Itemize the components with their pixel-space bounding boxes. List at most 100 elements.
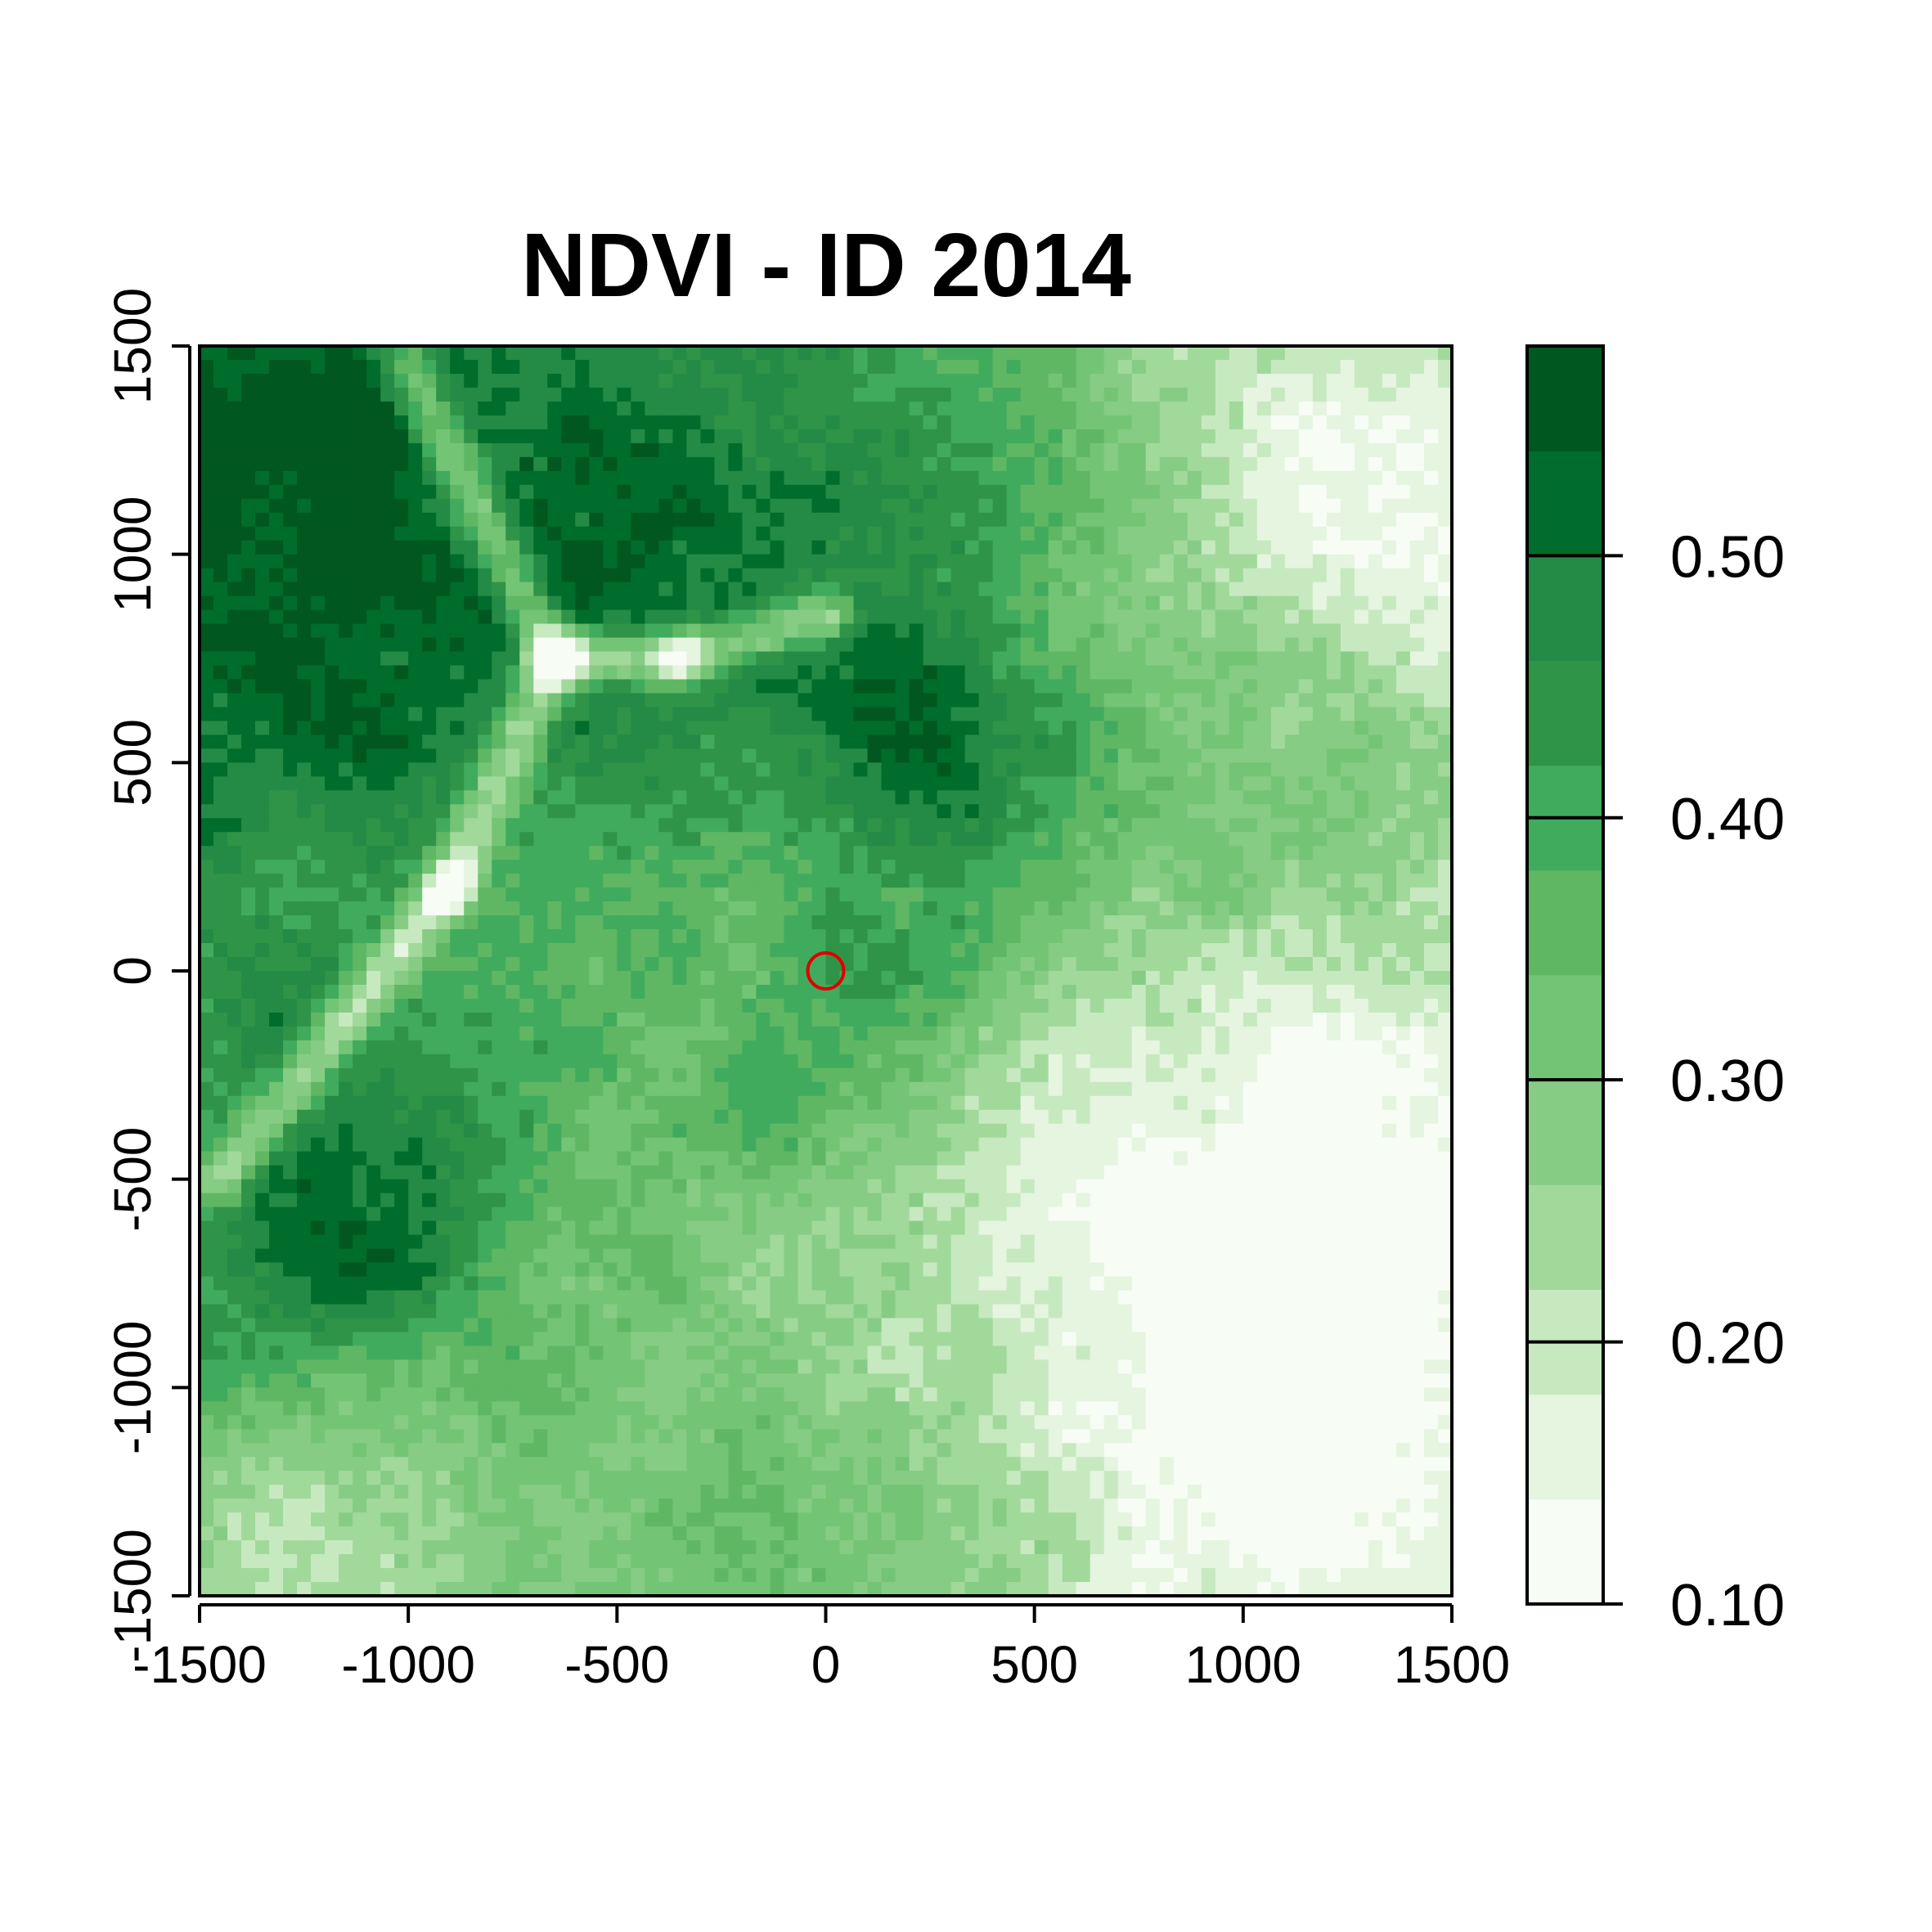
raster-cell [1423, 526, 1439, 541]
raster-cell [617, 665, 631, 681]
raster-cell [1117, 679, 1133, 694]
raster-cell [408, 915, 423, 930]
raster-cell [631, 346, 645, 361]
raster-cell [714, 554, 730, 569]
raster-cell [283, 679, 298, 694]
raster-cell [1298, 846, 1314, 860]
raster-cell [770, 679, 785, 694]
raster-cell [1034, 595, 1049, 611]
raster-cell [1159, 832, 1175, 847]
raster-cell [1229, 693, 1244, 708]
raster-cell [714, 401, 730, 416]
raster-cell [1201, 832, 1216, 847]
raster-cell [1062, 456, 1077, 472]
raster-cell [200, 401, 214, 416]
raster-cell [339, 346, 353, 361]
raster-cell [408, 623, 423, 639]
raster-cell [1284, 373, 1300, 389]
raster-cell [825, 1040, 841, 1055]
raster-cell [241, 609, 256, 625]
raster-cell [742, 957, 757, 972]
raster-cell [867, 693, 883, 708]
raster-cell [1326, 651, 1341, 667]
raster-cell [825, 679, 841, 694]
raster-cell [756, 346, 771, 361]
raster-cell [1437, 484, 1453, 500]
raster-cell [1423, 693, 1439, 708]
raster-cell [923, 901, 938, 916]
raster-cell [1048, 874, 1063, 888]
raster-cell [853, 693, 869, 708]
raster-cell [283, 651, 298, 667]
raster-cell [756, 554, 771, 569]
raster-cell [756, 693, 771, 708]
raster-cell [311, 887, 326, 902]
raster-cell [394, 1081, 409, 1097]
raster-cell [811, 693, 827, 708]
raster-cell [325, 776, 339, 791]
raster-cell [1298, 484, 1314, 500]
raster-cell [853, 568, 869, 583]
raster-cell [1117, 915, 1133, 930]
raster-cell [645, 373, 659, 389]
raster-cell [992, 1081, 1008, 1097]
raster-cell [1409, 1095, 1425, 1111]
raster-cell [339, 387, 353, 402]
raster-cell [1382, 748, 1397, 763]
raster-cell [561, 776, 576, 791]
raster-cell [339, 1081, 353, 1097]
raster-cell [1354, 484, 1369, 500]
raster-cell [1201, 443, 1216, 458]
raster-cell [1034, 693, 1049, 708]
raster-cell [1145, 623, 1161, 639]
raster-cell [964, 1054, 980, 1069]
raster-cell [213, 679, 228, 694]
raster-cell [1437, 901, 1453, 916]
raster-cell [1117, 540, 1133, 555]
raster-cell [770, 998, 785, 1013]
raster-cell [1062, 346, 1077, 361]
raster-cell [492, 887, 506, 902]
raster-cell [992, 776, 1008, 791]
raster-cell [839, 832, 855, 847]
raster-cell [964, 804, 980, 819]
raster-cell [617, 1081, 631, 1097]
raster-cell [700, 595, 716, 611]
raster-cell [1229, 874, 1244, 888]
raster-cell [1006, 484, 1022, 500]
raster-cell [1034, 998, 1049, 1013]
raster-cell [1215, 762, 1230, 777]
raster-cell [798, 748, 813, 763]
raster-cell [825, 387, 841, 402]
raster-cell [1256, 915, 1272, 930]
raster-cell [255, 860, 270, 874]
raster-cell [478, 1040, 492, 1055]
raster-cell [1034, 860, 1049, 874]
raster-cell [519, 915, 534, 930]
raster-cell [227, 721, 242, 735]
raster-cell [1090, 790, 1105, 805]
raster-cell [408, 429, 423, 444]
raster-cell [1409, 429, 1425, 444]
raster-cell [1117, 818, 1133, 833]
raster-cell [798, 901, 813, 916]
raster-cell [742, 456, 757, 472]
raster-cell [1048, 804, 1063, 819]
raster-cell [714, 512, 730, 528]
raster-cell [853, 651, 869, 667]
raster-cell [519, 595, 534, 611]
raster-cell [700, 1054, 716, 1069]
raster-cell [617, 846, 631, 860]
raster-cell [589, 748, 604, 763]
raster-cell [645, 401, 659, 416]
raster-cell [1284, 609, 1300, 625]
raster-cell [1076, 665, 1091, 681]
raster-cell [283, 929, 298, 944]
raster-cell [1229, 373, 1244, 389]
raster-cell [756, 443, 771, 458]
raster-cell [728, 860, 744, 874]
raster-cell [394, 526, 409, 541]
raster-cell [269, 401, 284, 416]
raster-cell [200, 665, 214, 681]
raster-cell [756, 651, 771, 667]
